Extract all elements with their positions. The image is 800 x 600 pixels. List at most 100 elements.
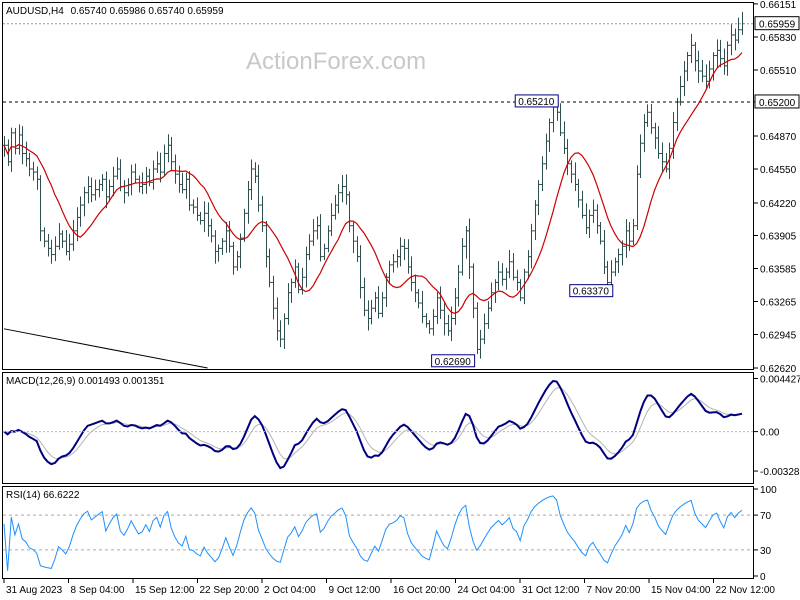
rsi-series (3, 495, 753, 571)
annotation-box (569, 284, 614, 298)
price-tick-label: 0.63585 (760, 264, 797, 275)
price-bar (522, 268, 527, 305)
price-bar (391, 254, 396, 273)
x-tick-label: 31 Aug 2023 (6, 585, 63, 596)
price-bar (616, 248, 621, 274)
price-bar (318, 214, 323, 262)
price-bar (580, 190, 585, 219)
price-bar (496, 261, 501, 291)
annotation-label: 0.62690 (435, 357, 472, 368)
price-bar (296, 262, 301, 294)
price-bar (78, 196, 83, 227)
price-bar (591, 199, 596, 224)
price-bar (169, 136, 174, 171)
macd-series (3, 379, 753, 470)
price-tick-label: 0.64550 (760, 165, 797, 176)
price-bar (31, 161, 36, 181)
price-bar (645, 104, 650, 127)
price-bar (358, 245, 363, 299)
annotation-box (431, 354, 476, 368)
price-bar (660, 142, 665, 173)
price-bar (529, 223, 534, 269)
price-bar (53, 236, 58, 262)
price-bar (467, 218, 472, 279)
price-bar (13, 127, 18, 155)
price-tick-label: 0.66151 (760, 0, 797, 11)
price-tick-label: 0.65830 (760, 33, 797, 44)
price-bar (402, 238, 407, 261)
price-bar (100, 174, 105, 192)
price-bar (322, 243, 327, 261)
price-bar (93, 179, 98, 201)
price-bar (587, 209, 592, 238)
price-bar (271, 275, 276, 320)
price-bar (336, 184, 341, 214)
price-bar (289, 278, 294, 303)
price-bar (260, 195, 265, 232)
price-bar (620, 240, 625, 266)
price-bar (380, 291, 385, 318)
price-bar (656, 126, 661, 159)
macd-label: MACD(12,26,9) 0.001493 0.001351 (6, 376, 165, 387)
price-bar (576, 178, 581, 208)
price-bar (547, 118, 552, 152)
current-price-label: 0.65959 (754, 16, 800, 31)
price-bar (82, 186, 87, 217)
rsi-label: RSI(14) 66.6222 (6, 490, 80, 501)
price-bar (147, 168, 152, 187)
price-bar (20, 126, 25, 165)
price-bar (227, 221, 232, 253)
price-bar (49, 239, 54, 264)
price-tick-label: 0.65510 (760, 66, 797, 77)
price-bar (631, 219, 636, 245)
price-bar (489, 282, 494, 312)
price-bar (536, 180, 541, 216)
price-bar (133, 163, 138, 183)
price-bar (191, 199, 196, 214)
x-tick-label: 8 Sep 04:00 (71, 585, 125, 596)
price-bar (67, 233, 72, 261)
rsi-line (3, 495, 743, 571)
current-price-label-text: 0.65959 (759, 20, 796, 31)
macd-line (3, 379, 743, 470)
price-annotation: 0.62690 (431, 354, 476, 368)
macd-tick-label: 0.004427 (760, 374, 800, 385)
price-bar (249, 159, 254, 201)
price-bar (376, 286, 381, 319)
price-series (2, 11, 745, 359)
rsi-tick-label: 0 (760, 572, 766, 583)
price-bar (340, 175, 345, 203)
price-bar (311, 219, 316, 246)
price-bar (387, 260, 392, 284)
price-bar (187, 171, 192, 211)
price-bar (500, 263, 505, 286)
price-tick-label: 0.62620 (760, 364, 797, 375)
price-bar (27, 152, 32, 177)
annotations: 0.65210 0.63370 0.62690 (3, 23, 753, 369)
annotation-label: 0.65210 (518, 97, 555, 108)
x-tick-label: 31 Oct 12:00 (522, 585, 580, 596)
x-tick-label: 24 Oct 04:00 (458, 585, 516, 596)
price-bar (329, 203, 334, 237)
price-bar (398, 237, 403, 267)
price-bar (707, 60, 712, 89)
price-bar (729, 24, 734, 56)
rsi-tick-label: 30 (760, 546, 772, 557)
x-tick-label: 2 Oct 04:00 (264, 585, 316, 596)
resistance-label-box (754, 94, 800, 109)
x-tick-label: 16 Oct 20:00 (393, 585, 451, 596)
trendline (3, 328, 208, 369)
price-bar (71, 219, 76, 251)
price-tick-label: 0.63905 (760, 231, 797, 242)
price-bar (216, 244, 221, 262)
price-bar (42, 227, 47, 248)
price-bar (598, 221, 603, 245)
price-bar (700, 59, 705, 83)
resistance-label: 0.65200 (754, 94, 800, 109)
price-bar (696, 50, 701, 83)
price-annotation: 0.65210 (514, 94, 559, 108)
price-bar (162, 144, 167, 176)
watermark: ActionForex.com (246, 48, 426, 75)
moving-average (3, 52, 743, 314)
